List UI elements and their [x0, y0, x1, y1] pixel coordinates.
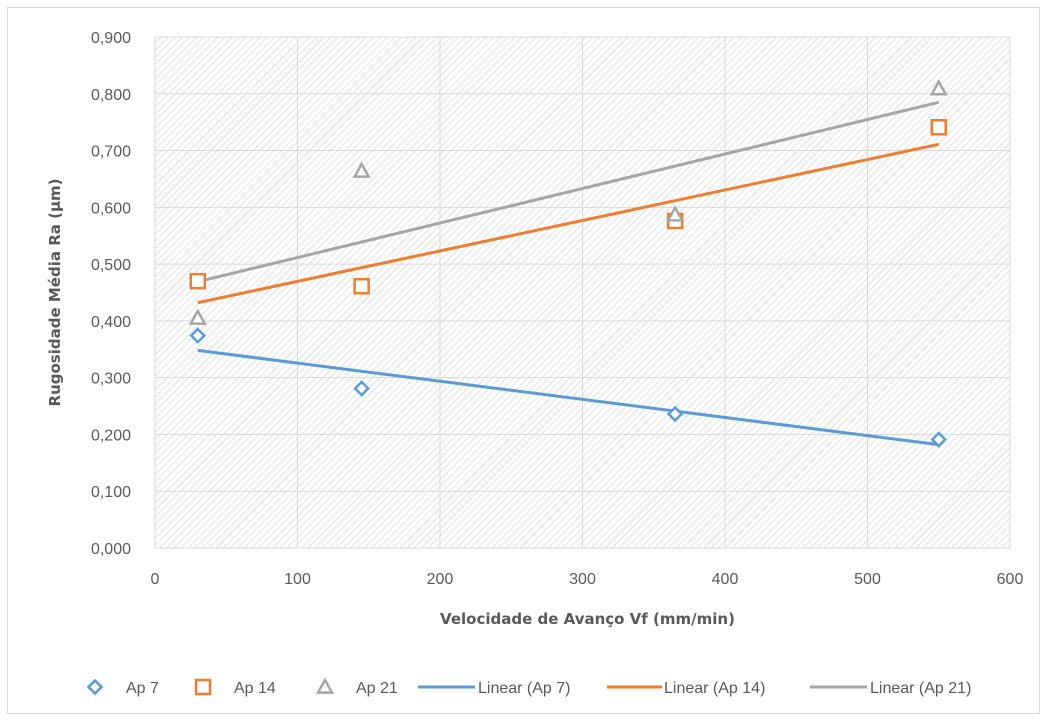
x-tick-label: 600 [997, 571, 1024, 588]
data-point-ap-14 [930, 119, 947, 136]
y-tick-label: 0,900 [91, 30, 131, 47]
y-tick-label: 0,000 [91, 541, 131, 558]
y-tick-label: 0,100 [91, 484, 131, 501]
legend-label-ap-14: Ap 14 [234, 680, 276, 697]
data-point-ap-14 [189, 272, 206, 290]
legend-marker-ap-21 [315, 677, 335, 694]
x-tick-label: 200 [427, 571, 454, 588]
data-point-ap-21 [666, 205, 685, 222]
data-point-ap-21 [929, 79, 948, 96]
x-axis-tick-labels: 0 100 200 300 400 500 600 [151, 571, 1024, 588]
x-tick-label: 0 [151, 571, 160, 588]
trendline-ap-21 [197, 100, 940, 284]
y-tick-label: 0,500 [91, 257, 131, 274]
legend-marker-ap-7 [86, 678, 104, 696]
y-axis-title: Rugosidade Média Ra (µm) [46, 179, 64, 407]
data-point-ap-7 [353, 380, 370, 397]
y-tick-label: 0,600 [91, 200, 131, 217]
data-point-ap-21 [188, 308, 207, 325]
x-tick-label: 100 [284, 571, 311, 588]
data-points [188, 79, 948, 448]
legend-label-linear-ap-21: Linear (Ap 21) [870, 680, 971, 697]
legend: Ap 7 Ap 14 Ap 21 Linear (Ap 7) Linear (Ap 14… [86, 677, 971, 697]
legend-label-ap-21: Ap 21 [356, 680, 398, 697]
x-axis-title: Velocidade de Avanço Vf (mm/min) [440, 610, 735, 628]
y-tick-label: 0,800 [91, 87, 131, 104]
y-tick-label: 0,700 [91, 144, 131, 161]
data-point-ap-21 [352, 161, 371, 178]
x-tick-label: 500 [854, 571, 881, 588]
data-point-ap-7 [189, 327, 207, 344]
data-point-ap-14 [353, 278, 370, 295]
legend-label-linear-ap-14: Linear (Ap 14) [664, 680, 765, 697]
x-tick-label: 400 [712, 571, 739, 588]
y-tick-label: 0,300 [91, 371, 131, 388]
data-point-ap-7 [930, 431, 948, 448]
y-tick-label: 0,200 [91, 427, 131, 444]
legend-label-linear-ap-7: Linear (Ap 7) [478, 680, 571, 697]
data-point-ap-7 [666, 405, 684, 423]
legend-marker-ap-14 [194, 678, 212, 696]
y-tick-label: 0,400 [91, 314, 131, 331]
legend-label-ap-7: Ap 7 [126, 680, 159, 697]
trendlines [197, 100, 940, 447]
y-axis-tick-labels: 0,000 0,100 0,200 0,300 0,400 0,500 0,600 0,700… [91, 30, 131, 558]
trendline-ap-7 [197, 348, 939, 447]
x-tick-label: 300 [569, 571, 596, 588]
trendline-ap-14 [197, 142, 940, 305]
